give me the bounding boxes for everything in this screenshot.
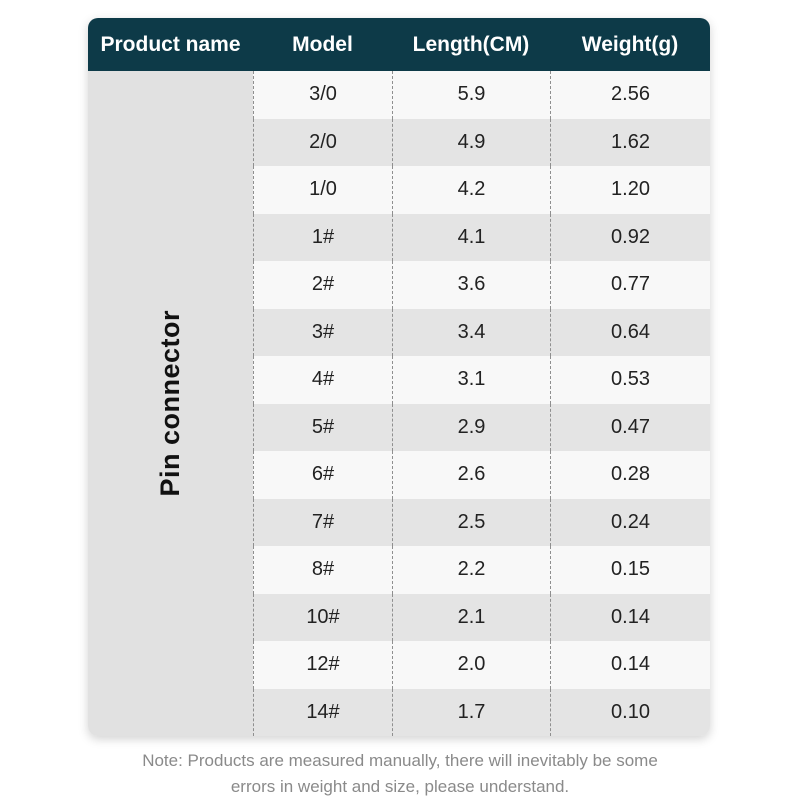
cell-weight: 0.15 [550,546,710,594]
cell-weight: 1.20 [550,166,710,214]
table-row: 7# 2.5 0.24 [253,498,710,546]
cell-weight: 0.24 [550,498,710,546]
cell-length: 2.0 [392,641,550,689]
cell-model: 7# [253,498,392,546]
cell-length: 4.2 [392,166,550,214]
cell-model: 4# [253,356,392,404]
note-text: Note: Products are measured manually, th… [0,748,800,800]
table-row: 10# 2.1 0.14 [253,593,710,641]
cell-model: 1# [253,213,392,261]
cell-weight: 2.56 [550,71,710,119]
table-row: 6# 2.6 0.28 [253,451,710,499]
cell-model: 14# [253,688,392,736]
cell-model: 3/0 [253,71,392,119]
cell-model: 2/0 [253,118,392,166]
column-header-weight: Weight(g) [581,32,679,56]
note-line-1: Note: Products are measured manually, th… [142,751,658,770]
column-header-product-name: Product name [100,32,241,56]
table-row: 2/0 4.9 1.62 [253,118,710,166]
cell-weight: 0.77 [550,261,710,309]
product-name-cell: Pin connector [88,71,253,736]
table-body: Pin connector 3/0 5.9 2.56 2/0 4.9 1.62 1/0 4.2… [88,71,710,736]
spec-table: Product name Model Length(CM) Weight(g) … [88,18,710,736]
table-row: 1# 4.1 0.92 [253,213,710,261]
product-name-label: Pin connector [155,310,185,497]
cell-model: 12# [253,641,392,689]
cell-model: 6# [253,451,392,499]
cell-model: 8# [253,546,392,594]
cell-model: 1/0 [253,166,392,214]
table-row: 4# 3.1 0.53 [253,356,710,404]
cell-weight: 0.53 [550,356,710,404]
cell-length: 2.1 [392,593,550,641]
cell-weight: 0.92 [550,213,710,261]
table-rows: 3/0 5.9 2.56 2/0 4.9 1.62 1/0 4.2 1.20 1# 4.1 0.92 2… [253,71,710,736]
table-row: 5# 2.9 0.47 [253,403,710,451]
cell-model: 2# [253,261,392,309]
cell-weight: 0.64 [550,308,710,356]
table-row: 12# 2.0 0.14 [253,641,710,689]
cell-weight: 1.62 [550,118,710,166]
table-row: 3# 3.4 0.64 [253,308,710,356]
cell-weight: 0.10 [550,688,710,736]
cell-model: 3# [253,308,392,356]
cell-length: 4.1 [392,213,550,261]
table-row: 14# 1.7 0.10 [253,688,710,736]
cell-length: 1.7 [392,688,550,736]
cell-weight: 0.14 [550,593,710,641]
cell-length: 3.6 [392,261,550,309]
column-header-model: Model [292,32,353,56]
cell-length: 2.9 [392,403,550,451]
table-row: 8# 2.2 0.15 [253,546,710,594]
table-row: 2# 3.6 0.77 [253,261,710,309]
cell-length: 2.5 [392,498,550,546]
cell-length: 3.1 [392,356,550,404]
cell-length: 5.9 [392,71,550,119]
note-line-2: errors in weight and size, please unders… [230,777,570,796]
cell-length: 2.6 [392,451,550,499]
cell-model: 10# [253,593,392,641]
cell-length: 2.2 [392,546,550,594]
cell-length: 4.9 [392,118,550,166]
cell-length: 3.4 [392,308,550,356]
table-row: 1/0 4.2 1.20 [253,166,710,214]
cell-weight: 0.28 [550,451,710,499]
cell-weight: 0.47 [550,403,710,451]
cell-model: 5# [253,403,392,451]
table-header-row: Product name Model Length(CM) Weight(g) [88,18,710,71]
column-header-length: Length(CM) [412,32,530,56]
cell-weight: 0.14 [550,641,710,689]
table-row: 3/0 5.9 2.56 [253,71,710,119]
